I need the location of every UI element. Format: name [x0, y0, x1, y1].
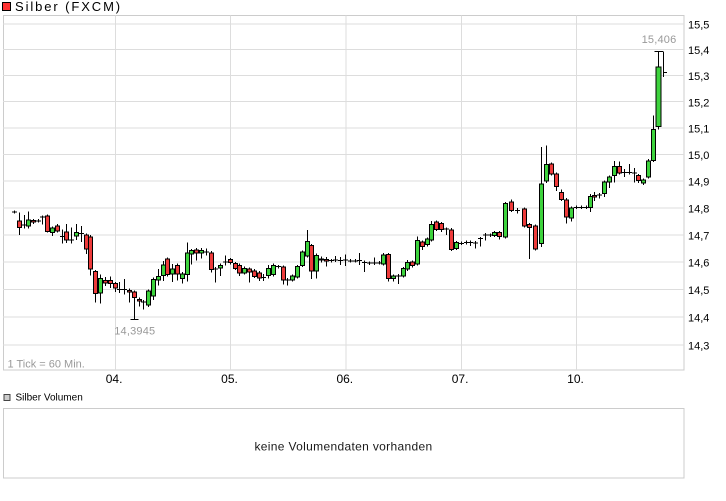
svg-text:14,3945: 14,3945	[114, 326, 155, 338]
svg-text:15,4: 15,4	[688, 45, 709, 57]
svg-text:15,0: 15,0	[688, 150, 709, 162]
svg-text:06.: 06.	[336, 372, 353, 386]
svg-text:1 Tick = 60 Min.: 1 Tick = 60 Min.	[8, 359, 85, 371]
svg-text:04.: 04.	[106, 372, 123, 386]
svg-text:14,4: 14,4	[688, 313, 709, 325]
svg-text:05.: 05.	[221, 372, 238, 386]
svg-text:15,3: 15,3	[688, 71, 709, 83]
svg-text:Silber Volumen: Silber Volumen	[16, 393, 83, 404]
svg-text:15,406: 15,406	[642, 34, 677, 46]
svg-text:07.: 07.	[452, 372, 469, 386]
svg-text:14,6: 14,6	[688, 258, 709, 270]
svg-text:14,9: 14,9	[688, 177, 709, 189]
svg-text:keine Volumendaten vorhanden: keine Volumendaten vorhanden	[254, 440, 432, 454]
svg-text:Silber (FXCM): Silber (FXCM)	[15, 0, 122, 14]
svg-text:10.: 10.	[567, 372, 584, 386]
svg-text:14,3: 14,3	[688, 340, 709, 352]
svg-text:14,5: 14,5	[688, 285, 709, 297]
svg-text:15,5: 15,5	[688, 19, 709, 31]
svg-text:14,8: 14,8	[688, 203, 709, 215]
svg-text:14,7: 14,7	[688, 231, 709, 243]
svg-text:15,2: 15,2	[688, 97, 709, 109]
svg-text:15,1: 15,1	[688, 124, 709, 136]
